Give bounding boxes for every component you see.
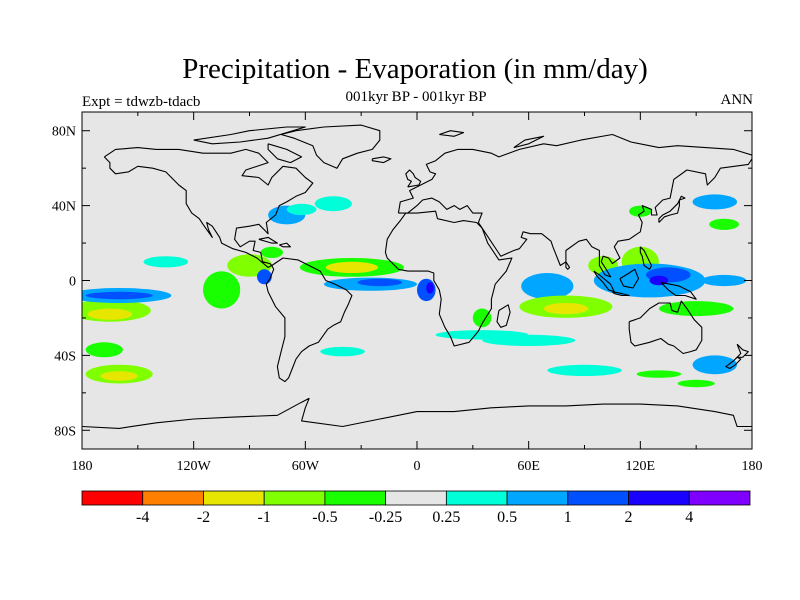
colorbar-swatch-2 xyxy=(203,490,265,506)
field-region-41 xyxy=(629,205,652,217)
field-region-24 xyxy=(521,273,574,300)
colorbar-swatch-4 xyxy=(324,490,387,506)
field-region-22 xyxy=(472,308,492,328)
chart-subtitle: 001kyr BP - 001kyr BP xyxy=(345,89,487,105)
field-region-38 xyxy=(636,370,682,378)
field-region-7 xyxy=(143,256,189,268)
colorbar-label-9: 4 xyxy=(685,509,693,526)
field-region-11 xyxy=(260,246,283,258)
field-region-34 xyxy=(709,218,739,230)
field-region-10 xyxy=(257,269,272,285)
colorbar: -4 -2 -1 -0.5 -0.25 0.25 0.5 1 2 4 xyxy=(81,490,751,526)
lat-tick-label-3: 40S xyxy=(54,349,76,364)
colorbar-label-4: -0.25 xyxy=(369,509,402,526)
colorbar-swatch-8 xyxy=(567,490,629,506)
coastline-japan xyxy=(658,195,686,223)
coastline-svalbard xyxy=(439,130,465,137)
lon-tick-label-4: 60E xyxy=(517,459,540,474)
coastline-new-zealand-south xyxy=(725,356,742,370)
colorbar-label-7: 1 xyxy=(564,509,572,526)
coastline-madagascar xyxy=(496,304,511,328)
field-region-1 xyxy=(87,308,133,320)
lat-tick-label-4: 80S xyxy=(54,424,76,439)
field-region-39 xyxy=(677,379,715,388)
coastline-south-america xyxy=(265,257,353,383)
coastline-eurasia xyxy=(397,133,752,278)
lon-tick-label-0: 180 xyxy=(72,459,93,474)
coastline-antarctica xyxy=(82,397,752,429)
colorbar-label-3: -0.5 xyxy=(312,509,337,526)
coastline-borneo xyxy=(619,268,640,289)
coastline-greenland xyxy=(280,124,381,169)
colorbar-label-5: 0.25 xyxy=(432,509,460,526)
coastline-caribbean xyxy=(279,242,291,248)
colorbar-label-2: -1 xyxy=(258,509,271,526)
field-region-3 xyxy=(100,371,138,381)
colorbar-label-0: -4 xyxy=(136,509,149,526)
colorbar-swatch-6 xyxy=(445,490,508,506)
coastline-north-america xyxy=(103,147,314,268)
coastline-philippines xyxy=(639,246,653,270)
field-layer xyxy=(82,194,747,388)
field-region-21 xyxy=(320,346,365,357)
coastline-cuba xyxy=(258,236,278,244)
colorbar-swatch-3 xyxy=(263,490,326,506)
coastline-british-isles xyxy=(405,169,422,188)
field-region-16 xyxy=(325,261,378,273)
coastline-baffin xyxy=(267,143,303,164)
axis-tick-labels: 80N 40N 0 40S 80S 180 120W 60W 0 60E 120E 180 xyxy=(52,125,763,474)
lon-tick-label-3: 0 xyxy=(414,459,421,474)
lon-tick-label-2: 60W xyxy=(292,459,320,474)
colorbar-label-1: -2 xyxy=(197,509,210,526)
field-region-36 xyxy=(482,334,576,346)
coastline-sumatra xyxy=(593,270,615,293)
colorbar-label-8: 2 xyxy=(625,509,633,526)
experiment-label: Expt = tdwzb-tdacb xyxy=(82,94,201,110)
coastline-africa xyxy=(384,210,513,347)
coastline-arctic-islands xyxy=(193,126,306,145)
coastline-new-guinea xyxy=(660,281,697,300)
field-region-14 xyxy=(314,196,352,212)
field-region-20 xyxy=(426,282,434,294)
colorbar-swatch-9 xyxy=(628,490,690,506)
field-region-13 xyxy=(286,203,317,215)
field-region-40 xyxy=(692,194,738,210)
field-region-6 xyxy=(85,291,153,300)
colorbar-swatch-1 xyxy=(142,490,204,506)
field-region-18 xyxy=(357,278,403,287)
field-region-37 xyxy=(547,364,622,376)
field-region-26 xyxy=(543,303,589,315)
coastline-java xyxy=(612,291,630,297)
chart-title: Precipitation - Evaporation (in mm/day) xyxy=(182,53,648,85)
lon-tick-label-5: 120E xyxy=(626,459,656,474)
lon-tick-label-6: 180 xyxy=(742,459,763,474)
colorbar-swatch-10 xyxy=(688,490,751,506)
coastline-australia xyxy=(628,300,703,355)
field-region-8 xyxy=(203,271,241,309)
field-region-33 xyxy=(701,274,747,287)
lat-tick-label-0: 80N xyxy=(52,125,76,140)
season-label: ANN xyxy=(720,92,754,108)
colorbar-swatch-7 xyxy=(506,490,569,506)
axis-ticks xyxy=(81,112,753,449)
colorbar-swatch-0 xyxy=(81,490,144,506)
lat-tick-label-2: 0 xyxy=(69,275,76,290)
coastline-iceland xyxy=(371,156,392,164)
colorbar-label-6: 0.5 xyxy=(497,509,517,526)
coastline-new-zealand xyxy=(736,343,749,358)
field-region-4 xyxy=(85,342,123,358)
coastline-layer xyxy=(82,124,752,429)
field-region-35 xyxy=(692,355,738,375)
coastline-sri-lanka xyxy=(565,261,571,270)
lon-tick-label-1: 120W xyxy=(177,459,212,474)
lat-tick-label-1: 40N xyxy=(52,200,76,215)
coastline-novaya-zemlya xyxy=(513,135,545,149)
colorbar-swatch-5 xyxy=(385,490,447,506)
